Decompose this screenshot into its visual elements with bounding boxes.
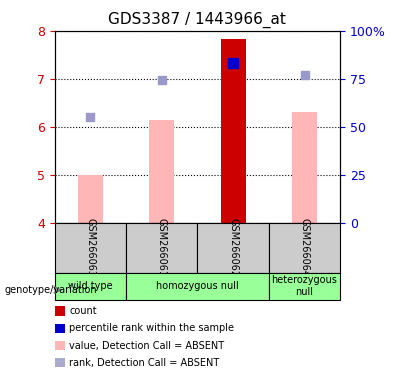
Text: heterozygous
null: heterozygous null — [272, 275, 337, 297]
Bar — [149, 119, 174, 223]
FancyBboxPatch shape — [269, 273, 340, 300]
Bar — [292, 113, 317, 223]
Text: count: count — [69, 306, 97, 316]
Title: GDS3387 / 1443966_at: GDS3387 / 1443966_at — [108, 12, 286, 28]
Text: wild type: wild type — [68, 281, 113, 291]
Point — [87, 114, 94, 120]
Text: rank, Detection Call = ABSENT: rank, Detection Call = ABSENT — [69, 358, 220, 368]
Text: GSM266063: GSM266063 — [85, 218, 95, 277]
Text: value, Detection Call = ABSENT: value, Detection Call = ABSENT — [69, 341, 224, 351]
FancyBboxPatch shape — [269, 223, 340, 273]
Text: GSM266062: GSM266062 — [228, 218, 238, 277]
FancyBboxPatch shape — [55, 273, 126, 300]
Bar — [220, 40, 246, 223]
Bar — [220, 40, 246, 223]
Text: homozygous null: homozygous null — [156, 281, 239, 291]
Point — [301, 72, 308, 78]
FancyBboxPatch shape — [55, 223, 126, 273]
Text: percentile rank within the sample: percentile rank within the sample — [69, 323, 234, 333]
FancyBboxPatch shape — [126, 223, 197, 273]
Text: genotype/variation: genotype/variation — [4, 285, 97, 295]
Text: GSM266061: GSM266061 — [157, 218, 167, 277]
Point — [230, 60, 236, 66]
Text: GSM266064: GSM266064 — [299, 218, 310, 277]
FancyBboxPatch shape — [126, 273, 269, 300]
Bar — [78, 175, 103, 223]
Point — [158, 77, 165, 83]
FancyBboxPatch shape — [197, 223, 269, 273]
